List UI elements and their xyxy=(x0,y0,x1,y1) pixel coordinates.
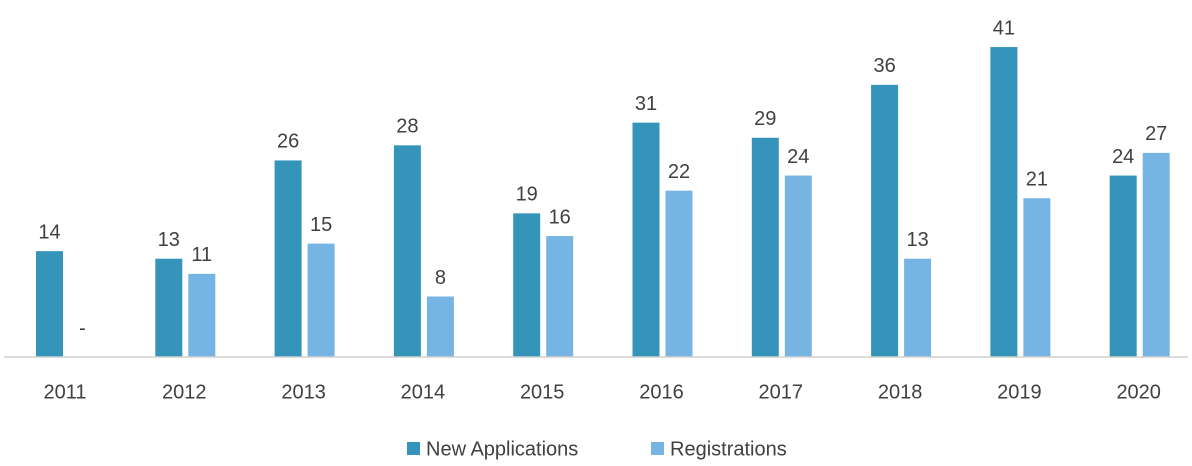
data-label: 16 xyxy=(549,206,571,228)
data-label: 24 xyxy=(1112,146,1134,168)
bar xyxy=(1142,152,1170,357)
x-tick-label: 2016 xyxy=(639,381,684,403)
data-label: - xyxy=(79,317,86,339)
bar xyxy=(274,160,302,357)
bar xyxy=(871,84,899,357)
data-label: 13 xyxy=(158,229,180,251)
x-tick-label: 2015 xyxy=(520,381,565,403)
data-label: 41 xyxy=(993,17,1015,39)
data-label: 31 xyxy=(635,93,657,115)
bar xyxy=(36,251,63,357)
data-label: 28 xyxy=(396,116,418,138)
data-label: 36 xyxy=(873,55,895,77)
bar xyxy=(393,145,421,357)
bar xyxy=(1109,175,1137,357)
data-label: 19 xyxy=(516,184,538,206)
data-label: 13 xyxy=(906,229,928,251)
legend-swatch xyxy=(651,442,664,455)
data-label: 22 xyxy=(668,161,690,183)
x-tick-label: 2014 xyxy=(401,381,446,403)
x-tick-label: 2017 xyxy=(759,381,804,403)
bar xyxy=(1023,198,1051,357)
data-label: 14 xyxy=(38,221,60,243)
x-tick-label: 2012 xyxy=(162,381,207,403)
x-tick-label: 2011 xyxy=(43,381,86,403)
data-label: 11 xyxy=(191,244,212,266)
x-tick-label: 2013 xyxy=(281,381,326,403)
bar xyxy=(546,236,574,357)
legend-label: Registrations xyxy=(670,438,787,460)
legend-label: New Applications xyxy=(426,438,578,460)
bar xyxy=(188,273,216,357)
bar xyxy=(904,258,932,357)
bar xyxy=(307,243,335,357)
data-label: 26 xyxy=(277,131,299,153)
legend-swatch xyxy=(407,442,420,455)
bar xyxy=(665,190,693,357)
data-label: 15 xyxy=(310,214,332,236)
bar xyxy=(426,296,454,357)
data-label: 8 xyxy=(435,267,446,289)
bar xyxy=(784,175,812,357)
data-label: 21 xyxy=(1026,169,1048,191)
bar xyxy=(990,47,1018,357)
x-tick-label: 2019 xyxy=(997,381,1042,403)
bar xyxy=(155,258,183,357)
x-tick-label: 2020 xyxy=(1116,381,1161,403)
x-tick-label: 2018 xyxy=(878,381,923,403)
data-label: 24 xyxy=(787,146,809,168)
bar xyxy=(632,122,660,357)
bar xyxy=(751,137,779,357)
data-label: 27 xyxy=(1145,123,1167,145)
bar xyxy=(513,213,541,357)
data-label: 29 xyxy=(754,108,776,130)
